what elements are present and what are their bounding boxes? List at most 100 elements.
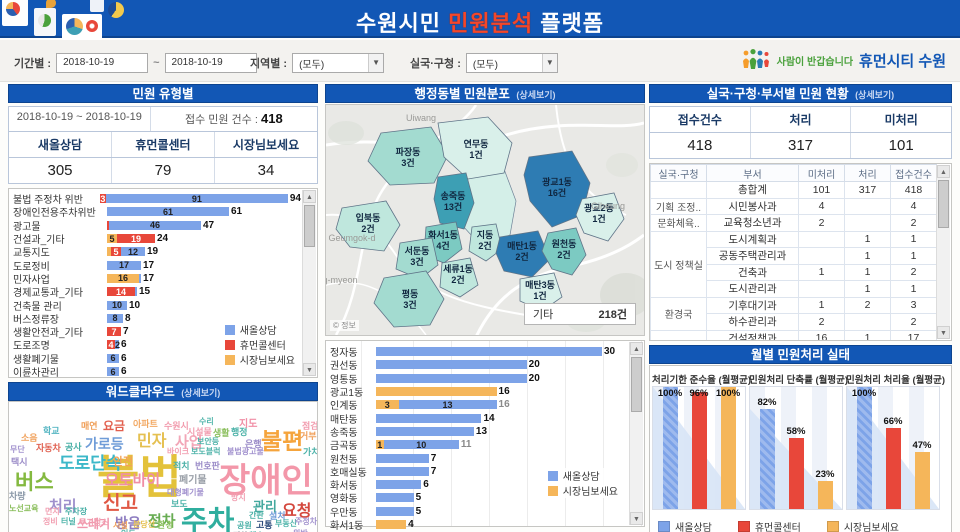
map-region-광교2동[interactable] bbox=[575, 192, 625, 242]
chevron-down-icon[interactable]: ▼ bbox=[541, 54, 557, 72]
bar-group[interactable]: 16 bbox=[107, 273, 141, 283]
bar-group[interactable]: 61 bbox=[107, 207, 229, 217]
bar-segment[interactable] bbox=[107, 220, 109, 230]
bureau-table-scrollbar[interactable]: ▲ ▼ bbox=[936, 165, 950, 339]
bar-segment[interactable]: 13 bbox=[398, 400, 497, 410]
scroll-up-icon[interactable]: ▲ bbox=[303, 190, 316, 203]
map-region-세류1동[interactable] bbox=[439, 257, 479, 298]
map-region-파장동[interactable] bbox=[367, 126, 449, 186]
bar-group[interactable]: 1 10 bbox=[376, 439, 459, 450]
bar-group[interactable]: 3 91 bbox=[99, 193, 288, 204]
bar-group[interactable]: 5 12 bbox=[107, 247, 145, 257]
map-region-평동[interactable] bbox=[373, 270, 445, 328]
monthly-bar[interactable] bbox=[721, 387, 736, 509]
bar-segment[interactable]: 12 bbox=[121, 247, 145, 257]
bar-segment[interactable] bbox=[376, 506, 414, 516]
bar-group[interactable] bbox=[376, 387, 497, 397]
bar-group[interactable] bbox=[376, 453, 429, 463]
bar-segment[interactable] bbox=[376, 480, 422, 490]
bar-segment[interactable] bbox=[376, 347, 602, 357]
bar-segment[interactable] bbox=[376, 360, 527, 370]
bar-segment[interactable]: 91 bbox=[105, 194, 288, 204]
map-region-입북동[interactable] bbox=[335, 200, 401, 252]
scroll-thumb[interactable] bbox=[631, 357, 642, 412]
bar-group[interactable]: 3 13 bbox=[376, 400, 497, 410]
scroll-thumb[interactable] bbox=[938, 180, 949, 228]
scroll-thumb[interactable] bbox=[304, 205, 315, 247]
scroll-down-icon[interactable]: ▼ bbox=[630, 512, 643, 525]
bar-group[interactable] bbox=[376, 506, 414, 516]
bar-segment[interactable]: 5 bbox=[107, 234, 117, 244]
bar-group[interactable] bbox=[376, 480, 422, 490]
map-region-서둔동[interactable] bbox=[395, 237, 439, 280]
bar-segment[interactable]: 19 bbox=[117, 234, 155, 244]
bar-segment[interactable] bbox=[376, 413, 482, 423]
bar-segment[interactable]: 6 bbox=[107, 367, 119, 377]
bar-segment[interactable] bbox=[376, 520, 407, 529]
monthly-bar[interactable] bbox=[789, 438, 804, 509]
bar-group[interactable]: 6 bbox=[107, 353, 119, 363]
bar-segment[interactable]: 4 bbox=[107, 339, 115, 350]
bar-group[interactable]: 6 bbox=[107, 367, 119, 377]
chevron-down-icon[interactable]: ▼ bbox=[368, 54, 384, 72]
map-region-광교1동[interactable] bbox=[523, 150, 591, 228]
bar-segment[interactable]: 7 bbox=[107, 327, 121, 337]
bar-group[interactable] bbox=[376, 520, 407, 529]
bar-segment[interactable]: 3 bbox=[376, 400, 399, 410]
map-region-연무동[interactable] bbox=[437, 116, 513, 180]
monthly-bar[interactable] bbox=[886, 428, 901, 509]
bar-segment[interactable]: 1 bbox=[376, 439, 384, 450]
monthly-bar[interactable] bbox=[692, 391, 707, 509]
bar-group[interactable] bbox=[376, 373, 527, 383]
bar-segment[interactable]: 6 bbox=[107, 353, 119, 363]
bar-segment[interactable]: 16 bbox=[107, 273, 139, 283]
bar-segment[interactable]: 2 bbox=[115, 339, 121, 350]
bar-group[interactable] bbox=[376, 360, 527, 370]
map-detail-link[interactable]: (상세보기) bbox=[516, 90, 556, 100]
bar-segment[interactable] bbox=[135, 287, 137, 297]
bar-group[interactable]: 8 bbox=[107, 313, 123, 323]
bar-group[interactable] bbox=[376, 466, 429, 476]
bar-group[interactable]: 46 bbox=[107, 220, 201, 230]
scroll-down-icon[interactable]: ▼ bbox=[303, 363, 316, 376]
bar-segment[interactable]: 17 bbox=[107, 260, 141, 270]
bar-segment[interactable]: 10 bbox=[107, 300, 127, 310]
monthly-bar[interactable] bbox=[663, 387, 678, 509]
bureau-select[interactable]: (모두) ▼ bbox=[465, 53, 558, 73]
bar-segment[interactable]: 5 bbox=[111, 247, 121, 257]
map-region-송죽동[interactable] bbox=[433, 172, 475, 230]
date-to-input[interactable]: 2018-10-19 bbox=[164, 53, 257, 73]
bar-segment[interactable] bbox=[376, 387, 497, 397]
bar-segment[interactable] bbox=[107, 247, 111, 257]
bar-segment[interactable] bbox=[376, 493, 414, 503]
bar-segment[interactable] bbox=[376, 426, 474, 436]
bureau-detail-link[interactable]: (상세보기) bbox=[855, 90, 895, 100]
bar-segment[interactable]: 3 bbox=[99, 193, 106, 204]
map-region-지동[interactable] bbox=[468, 223, 503, 262]
bar-segment[interactable] bbox=[376, 373, 527, 383]
monthly-bar[interactable] bbox=[818, 480, 833, 509]
bar-segment[interactable] bbox=[139, 273, 141, 283]
scroll-down-icon[interactable]: ▼ bbox=[937, 326, 950, 339]
dong-chart-scrollbar[interactable]: ▲ ▼ bbox=[629, 342, 643, 525]
bar-group[interactable]: 17 bbox=[107, 260, 141, 270]
wordcloud-detail-link[interactable]: (상세보기) bbox=[181, 388, 221, 398]
bar-group[interactable] bbox=[376, 493, 414, 503]
map-region-원천동[interactable] bbox=[541, 227, 587, 276]
bar-group[interactable] bbox=[376, 426, 474, 436]
bar-segment[interactable]: 46 bbox=[109, 220, 201, 230]
monthly-bar[interactable] bbox=[915, 451, 930, 509]
bar-group[interactable] bbox=[376, 413, 482, 423]
monthly-bar[interactable] bbox=[857, 387, 872, 509]
bar-segment[interactable]: 14 bbox=[107, 287, 135, 297]
bar-segment[interactable] bbox=[376, 453, 429, 463]
scroll-up-icon[interactable]: ▲ bbox=[630, 342, 643, 355]
bar-group[interactable] bbox=[376, 347, 602, 357]
monthly-bar[interactable] bbox=[760, 408, 775, 509]
bar-segment[interactable] bbox=[376, 466, 429, 476]
bar-group[interactable]: 10 bbox=[107, 300, 127, 310]
bar-group[interactable]: 14 bbox=[107, 287, 137, 297]
scroll-up-icon[interactable]: ▲ bbox=[937, 165, 950, 178]
region-select[interactable]: (모두) ▼ bbox=[292, 53, 385, 73]
